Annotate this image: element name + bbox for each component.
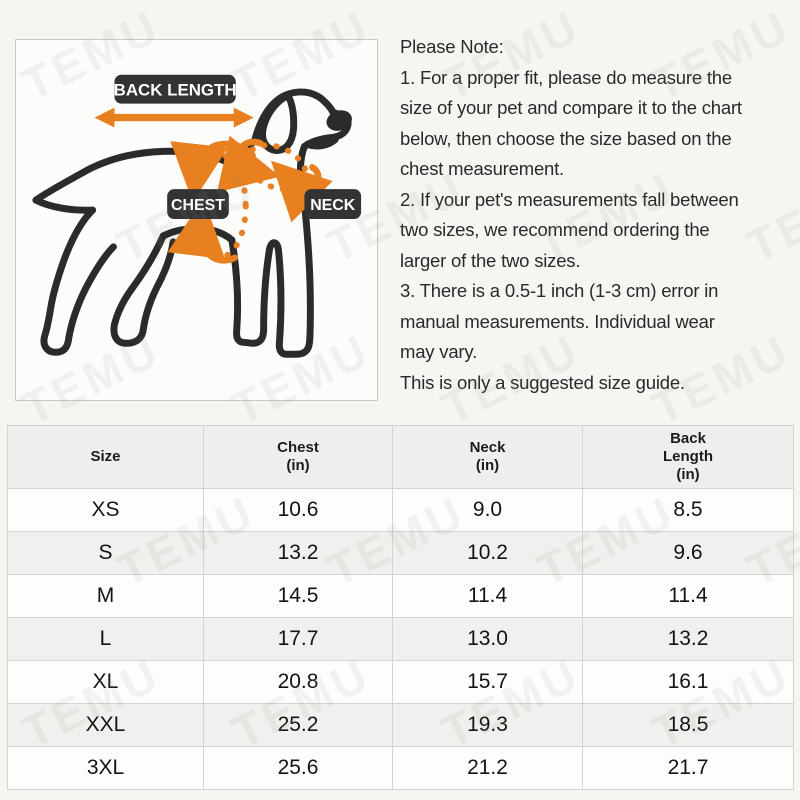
cell-neck_in: 11.4: [392, 574, 583, 618]
table-row: 3XL 25.6 21.2 21.7: [7, 746, 794, 790]
cell-back_length_in: 21.7: [582, 746, 794, 790]
dog-near-hind-leg: [110, 232, 177, 347]
chest-label: CHEST: [167, 189, 229, 220]
cell-neck_in: 9.0: [392, 488, 583, 532]
dog-measurement-diagram: BACK LENGTH CHEST NECK: [32, 74, 362, 358]
cell-back_length_in: 8.5: [582, 488, 794, 532]
table-row: M 14.5 11.4 11.4: [7, 574, 794, 618]
dog-nose: [326, 110, 352, 131]
back-length-arrow: [94, 107, 254, 128]
cell-size: XL: [7, 660, 204, 704]
measurement-diagram-panel: BACK LENGTH CHEST NECK: [15, 39, 378, 401]
dog-front-legs: [228, 209, 314, 358]
size-chart-table: Size Chest (in) Neck (in) Back Length (i…: [7, 425, 794, 790]
cell-back_length_in: 16.1: [582, 660, 794, 704]
notes-text: Please Note: 1. For a proper fit, please…: [400, 36, 742, 393]
cell-neck_in: 19.3: [392, 703, 583, 747]
back-length-label-text: BACK LENGTH: [114, 81, 237, 100]
cell-size: L: [7, 617, 204, 661]
cell-size: XXL: [7, 703, 204, 747]
cell-size: M: [7, 574, 204, 618]
neck-label-text: NECK: [310, 197, 356, 214]
cell-chest_in: 20.8: [203, 660, 393, 704]
back-length-arrowhead-right: [233, 107, 254, 128]
neck-measure: [216, 135, 333, 223]
back-length-arrowhead-left: [94, 107, 115, 128]
table-row: XXL 25.2 19.3 18.5: [7, 703, 794, 747]
dog-illustration: [32, 88, 352, 358]
table-row: S 13.2 10.2 9.6: [7, 531, 794, 575]
cell-back_length_in: 18.5: [582, 703, 794, 747]
column-header-chest: Chest (in): [203, 425, 393, 489]
dog-far-hind-leg: [40, 206, 117, 356]
dog-mouth-line: [303, 135, 339, 150]
cell-neck_in: 10.2: [392, 531, 583, 575]
cell-back_length_in: 11.4: [582, 574, 794, 618]
cell-neck_in: 21.2: [392, 746, 583, 790]
column-header-neck: Neck (in): [392, 425, 583, 489]
cell-back_length_in: 13.2: [582, 617, 794, 661]
cell-chest_in: 14.5: [203, 574, 393, 618]
neck-label: NECK: [304, 189, 362, 220]
cell-chest_in: 10.6: [203, 488, 393, 532]
neck-measure-right-arrow: [270, 160, 333, 223]
dog-ear: [259, 93, 298, 154]
back-length-label: BACK LENGTH: [114, 74, 237, 104]
cell-chest_in: 13.2: [203, 531, 393, 575]
neck-measure-left-arrow: [216, 135, 281, 193]
column-header-back-length: Back Length (in): [582, 425, 794, 489]
cell-chest_in: 25.6: [203, 746, 393, 790]
chest-measure-bottom-arrow: [167, 198, 239, 264]
cell-chest_in: 17.7: [203, 617, 393, 661]
cell-neck_in: 15.7: [392, 660, 583, 704]
cell-size: S: [7, 531, 204, 575]
table-row: L 17.7 13.0 13.2: [7, 617, 794, 661]
cell-size: XS: [7, 488, 204, 532]
table-row: XS 10.6 9.0 8.5: [7, 488, 794, 532]
cell-back_length_in: 9.6: [582, 531, 794, 575]
size-chart-header: Size Chest (in) Neck (in) Back Length (i…: [7, 425, 794, 489]
chest-label-text: CHEST: [171, 197, 225, 214]
cell-neck_in: 13.0: [392, 617, 583, 661]
table-row: XL 20.8 15.7 16.1: [7, 660, 794, 704]
cell-chest_in: 25.2: [203, 703, 393, 747]
cell-size: 3XL: [7, 746, 204, 790]
size-chart-body: XS 10.6 9.0 8.5 S 13.2 10.2 9.6 M 14.5 11.4 11.4 L 17…: [7, 488, 794, 790]
column-header-size: Size: [7, 425, 204, 489]
